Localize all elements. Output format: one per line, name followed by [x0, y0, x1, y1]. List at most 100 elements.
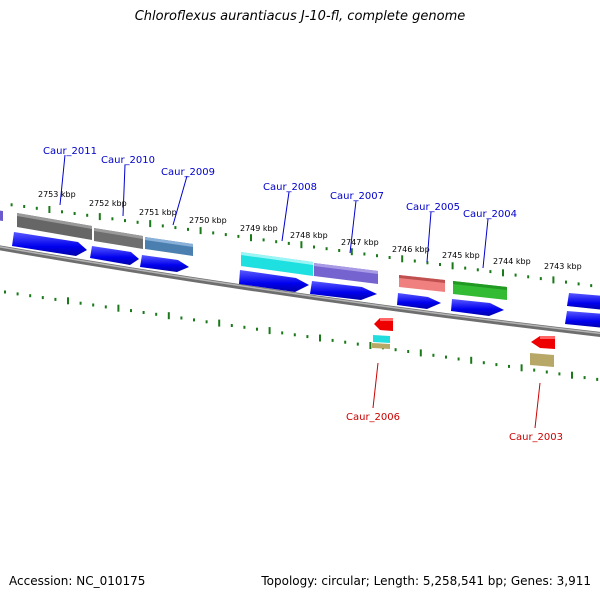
- gene-feature-block: [373, 335, 390, 343]
- ruler-minor-tick: [432, 353, 435, 357]
- ruler-minor-tick: [482, 361, 485, 365]
- ruler-minor-tick: [230, 324, 233, 327]
- forward-cds-arrows: [12, 232, 600, 328]
- ruler-minor-tick: [376, 254, 378, 258]
- ruler-minor-tick: [54, 297, 57, 301]
- kbp-label: 2747 kbp: [341, 238, 379, 247]
- kbp-label: 2745 kbp: [442, 251, 480, 260]
- ruler-minor-tick: [388, 256, 391, 259]
- ruler-minor-tick: [35, 206, 38, 210]
- ruler-minor-tick: [596, 377, 599, 381]
- gene-feature-block: [530, 353, 554, 367]
- ruler-minor-tick: [533, 368, 536, 372]
- ruler-minor-tick: [583, 376, 586, 380]
- ruler-major-tick: [520, 364, 523, 372]
- cds-arrow: [397, 293, 441, 309]
- ruler-major-tick: [48, 206, 51, 213]
- ruler-minor-tick: [287, 241, 290, 245]
- gene-label: Caur_2010: [101, 155, 155, 166]
- kbp-labels: 2753 kbp 2752 kbp 2751 kbp 2750 kbp 2749…: [38, 190, 582, 271]
- gene-label: Caur_2004: [463, 209, 517, 220]
- kbp-label: 2744 kbp: [493, 257, 531, 266]
- ruler-minor-tick: [224, 233, 227, 237]
- ruler-minor-tick: [142, 311, 145, 314]
- gene-feature-block: [241, 252, 313, 276]
- kbp-label: 2753 kbp: [38, 190, 76, 199]
- ruler-minor-tick: [275, 240, 278, 244]
- kbp-ruler-reverse: [4, 290, 599, 381]
- gene-label: Caur_2008: [263, 182, 317, 193]
- ruler-minor-tick: [92, 303, 95, 307]
- topology-text: Topology: circular; Length: 5,258,541 bp…: [261, 574, 591, 588]
- ruler-minor-tick: [539, 277, 542, 281]
- kbp-label: 2749 kbp: [240, 224, 278, 233]
- ruler-major-tick: [149, 220, 152, 228]
- ruler-minor-tick: [476, 268, 479, 272]
- gene-label: Caur_2009: [161, 167, 215, 178]
- ruler-minor-tick: [212, 231, 215, 235]
- ruler-major-tick: [419, 349, 422, 357]
- ruler-major-tick: [218, 319, 221, 327]
- ruler-minor-tick: [130, 309, 132, 313]
- ruler-minor-tick: [10, 203, 13, 207]
- ruler-major-tick: [502, 269, 504, 277]
- ruler-minor-tick: [174, 226, 177, 230]
- ruler-minor-tick: [4, 290, 6, 294]
- cds-arrow: [565, 311, 600, 328]
- ruler-major-tick: [451, 262, 454, 270]
- kbp-label: 2746 kbp: [392, 245, 430, 254]
- accession-text: Accession: NC_010175: [9, 574, 146, 588]
- gene-label: Caur_2006: [346, 412, 400, 423]
- ruler-minor-tick: [577, 282, 580, 286]
- ruler-minor-tick: [331, 338, 334, 342]
- reverse-cds-arrow: [531, 336, 555, 349]
- forward-gene-features: [0, 210, 507, 300]
- ruler-minor-tick: [187, 227, 189, 231]
- cds-arrow: [567, 293, 600, 310]
- ruler-minor-tick: [136, 220, 139, 224]
- reverse-gene-features: [372, 318, 555, 367]
- ruler-minor-tick: [180, 316, 183, 320]
- ruler-minor-tick: [29, 294, 32, 298]
- gene-feature-block: [94, 228, 143, 249]
- gene-feature-block: [314, 263, 378, 284]
- ruler-minor-tick: [61, 210, 63, 214]
- ruler-major-tick: [250, 234, 252, 242]
- gene-label: Caur_2011: [43, 146, 97, 157]
- ruler-minor-tick: [111, 217, 114, 221]
- ruler-major-tick: [369, 342, 372, 349]
- ruler-minor-tick: [262, 238, 265, 242]
- ruler-minor-tick: [86, 213, 89, 217]
- ruler-minor-tick: [464, 266, 467, 270]
- ruler-minor-tick: [489, 270, 492, 274]
- kbp-ruler-forward: [10, 203, 593, 288]
- ruler-minor-tick: [325, 247, 328, 251]
- ruler-minor-tick: [558, 372, 561, 376]
- ruler-major-tick: [319, 334, 321, 342]
- cds-arrow: [310, 281, 377, 300]
- ruler-minor-tick: [79, 301, 82, 305]
- ruler-minor-tick: [293, 333, 296, 337]
- ruler-minor-tick: [394, 348, 397, 352]
- genome-backbone: [0, 245, 600, 337]
- ruler-minor-tick: [445, 355, 447, 359]
- cds-arrow: [12, 232, 87, 256]
- ruler-minor-tick: [237, 234, 240, 238]
- gene-label-leaders: [59, 154, 541, 429]
- gene-label: Caur_2007: [330, 191, 384, 202]
- gene-labels: Caur_2011 Caur_2010 Caur_2009 Caur_2008 …: [43, 146, 563, 443]
- ruler-minor-tick: [527, 275, 530, 279]
- ruler-minor-tick: [161, 224, 164, 228]
- reverse-cds-arrow: [374, 318, 393, 331]
- ruler-minor-tick: [124, 219, 126, 223]
- ruler-major-tick: [199, 227, 202, 235]
- gene-label: Caur_2005: [406, 202, 460, 213]
- ruler-major-tick: [167, 312, 170, 320]
- kbp-label: 2748 kbp: [290, 231, 328, 240]
- ruler-minor-tick: [439, 263, 441, 266]
- ruler-minor-tick: [338, 249, 341, 252]
- cds-arrow: [90, 246, 139, 265]
- kbp-label: 2750 kbp: [189, 216, 227, 225]
- ruler-major-tick: [67, 297, 69, 305]
